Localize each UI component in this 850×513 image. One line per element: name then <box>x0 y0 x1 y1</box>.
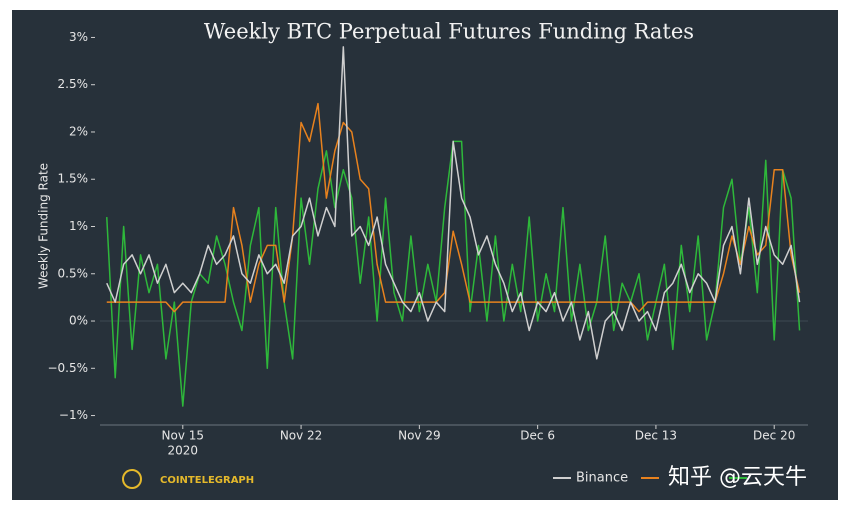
panel <box>12 10 838 500</box>
x-tick-label: Dec 6 <box>520 429 555 443</box>
x-tick-label: Nov 22 <box>280 429 323 443</box>
legend-label: Binance <box>576 471 628 486</box>
series-line <box>106 46 801 360</box>
x-tick-label: Nov 15 <box>162 429 205 443</box>
y-tick-label: −1% <box>59 408 88 422</box>
y-tick-label: 0% <box>69 314 88 328</box>
y-tick-label: 0.5% <box>58 266 89 280</box>
y-tick-label: 1% <box>69 219 88 233</box>
y-tick-label: 2% <box>69 124 88 138</box>
series-line <box>106 102 801 313</box>
chart-title: Weekly BTC Perpetual Futures Funding Rat… <box>204 20 694 44</box>
x-tick-label: Dec 13 <box>635 429 677 443</box>
logo-icon <box>122 469 142 489</box>
x-year-label: 2020 <box>168 444 199 458</box>
watermark: 知乎 @云天牛 <box>668 465 807 490</box>
x-tick-label: Nov 29 <box>398 429 441 443</box>
y-axis-label: Weekly Funding Rate <box>37 163 51 289</box>
y-tick-label: 3% <box>69 30 88 44</box>
x-tick-label: Dec 20 <box>753 429 795 443</box>
y-tick-label: −0.5% <box>47 361 88 375</box>
y-tick-label: 2.5% <box>58 77 89 91</box>
logo-text: COINTELEGRAPH <box>160 475 254 486</box>
y-tick-label: 1.5% <box>58 172 89 186</box>
